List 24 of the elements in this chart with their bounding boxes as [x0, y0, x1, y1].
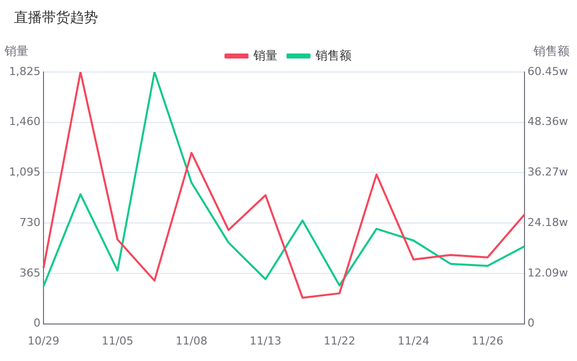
- legend-label: 销量: [252, 48, 278, 62]
- x-tick-label: 11/05: [102, 334, 134, 348]
- y-tick-label: 365: [19, 266, 40, 280]
- y2-axis-title: 销售额: [532, 44, 570, 58]
- y-tick-label: 1,825: [8, 64, 40, 78]
- x-tick-label: 11/26: [472, 334, 504, 348]
- y2-tick-label: 12.09w: [528, 266, 568, 280]
- x-tick-label: 11/22: [324, 334, 356, 348]
- y2-tick-label: 36.27w: [528, 166, 568, 179]
- y-tick-label: 1,460: [8, 115, 40, 128]
- y-tick-label: 730: [19, 216, 40, 229]
- y2-tick-label: 0: [528, 316, 535, 330]
- chart-title: 直播带货趋势: [14, 9, 98, 27]
- x-tick-label: 11/13: [250, 334, 282, 348]
- x-tick-label: 11/24: [398, 334, 430, 348]
- x-tick-label: 10/29: [28, 334, 60, 348]
- y2-tick-label: 24.18w: [528, 216, 568, 229]
- y2-tick-label: 60.45w: [528, 64, 568, 78]
- y-axis-title: 销量: [3, 44, 28, 58]
- x-tick-label: 11/08: [176, 334, 208, 348]
- y2-tick-label: 48.36w: [528, 115, 568, 128]
- y-tick-label: 1,095: [8, 166, 40, 179]
- legend-label: 销售额: [314, 48, 352, 62]
- y-tick-label: 0: [33, 316, 40, 330]
